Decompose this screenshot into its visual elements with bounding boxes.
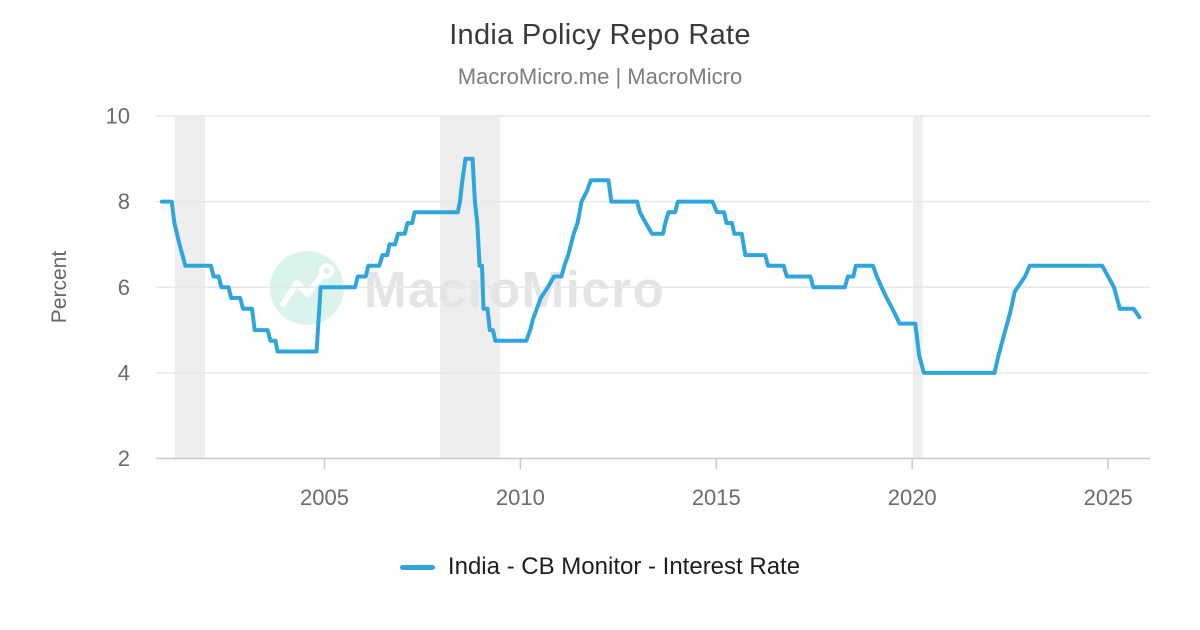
y-axis-title: Percent (48, 251, 71, 324)
y-tick-label: 10 (106, 104, 130, 129)
page-title: India Policy Repo Rate (449, 19, 751, 51)
legend-label: India - CB Monitor - Interest Rate (447, 553, 801, 580)
legend-item[interactable]: India - CB Monitor - Interest Rate (0, 553, 1200, 581)
gridlines-layer (156, 115, 1150, 374)
y-tick-label: 4 (118, 360, 130, 385)
axes-layer: Percent 10 8 6 4 2 2005 2010 2015 2020 2025 (48, 104, 1150, 510)
y-tick-label: 6 (118, 275, 130, 300)
y-tick-label: 2 (118, 446, 130, 471)
x-tick-label: 2010 (496, 485, 545, 510)
legend-line-swatch (399, 564, 435, 570)
x-tick-label: 2025 (1084, 485, 1133, 510)
series-layer[interactable] (159, 156, 1142, 375)
x-tick-label: 2015 (692, 485, 741, 510)
watermark-text: MacroMicro (364, 261, 665, 318)
macromicro-logo-flag-icon (318, 263, 335, 279)
x-tick-label: 2020 (888, 485, 937, 510)
page-subtitle: MacroMicro.me | MacroMicro (457, 64, 743, 89)
series-line-india-interest-rate[interactable] (159, 156, 1142, 375)
y-tick-label: 8 (118, 189, 130, 214)
x-tick-label: 2005 (300, 485, 349, 510)
macromicro-mountain-logo-icon (280, 272, 325, 307)
